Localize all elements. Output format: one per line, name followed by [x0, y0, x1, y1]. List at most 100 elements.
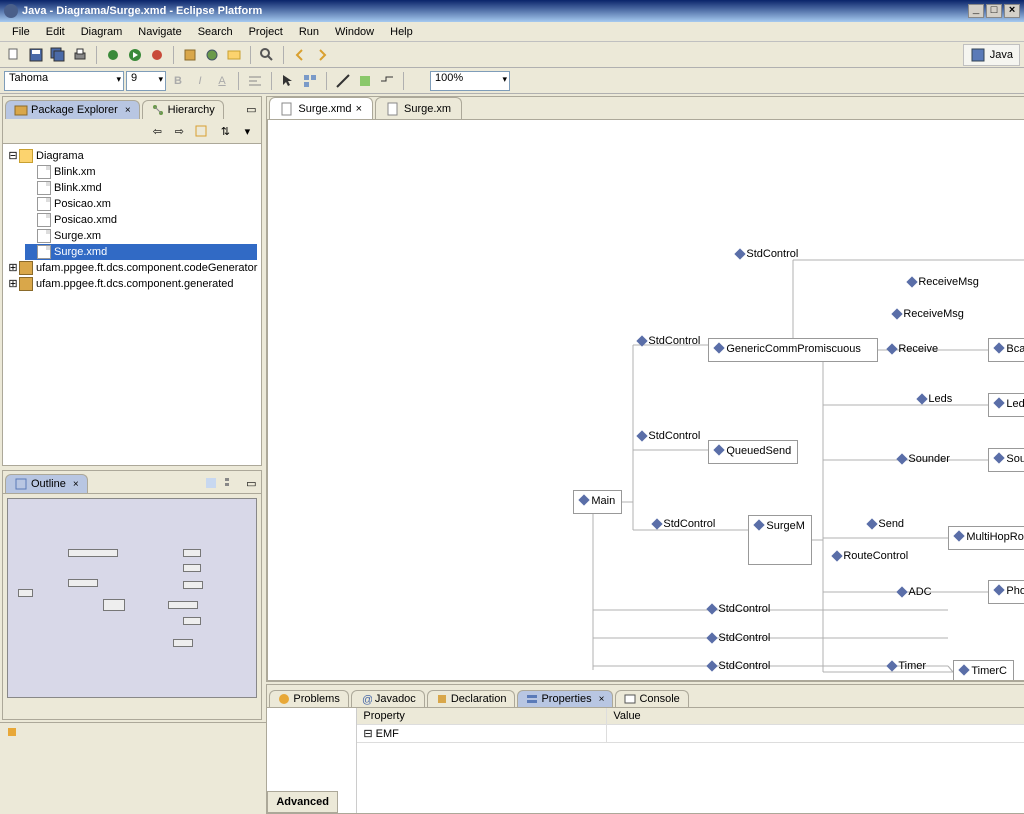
close-icon[interactable]: × — [125, 105, 131, 116]
interface-label: Sounder — [898, 453, 950, 465]
close-icon[interactable]: × — [356, 103, 362, 115]
outline-icon — [14, 477, 28, 491]
menu-diagram[interactable]: Diagram — [73, 24, 131, 40]
console-tab[interactable]: Console — [615, 690, 688, 707]
menu-window[interactable]: Window — [327, 24, 382, 40]
back-button[interactable] — [290, 45, 310, 65]
open-type-button[interactable] — [224, 45, 244, 65]
zoom-select[interactable]: 100% — [430, 71, 510, 91]
editor-tab[interactable]: Surge.xm — [375, 97, 462, 119]
minimize-button[interactable]: _ — [968, 4, 984, 18]
arrange-button[interactable] — [300, 71, 320, 91]
close-icon[interactable]: × — [599, 694, 605, 705]
menu-navigate[interactable]: Navigate — [130, 24, 189, 40]
title-bar: Java - Diagrama/Surge.xmd - Eclipse Plat… — [0, 0, 1024, 22]
menu-run[interactable]: Run — [291, 24, 327, 40]
save-button[interactable] — [26, 45, 46, 65]
file-icon — [280, 102, 294, 116]
interface-label: Timer — [888, 660, 926, 672]
tree-file[interactable]: Posicao.xm — [25, 196, 257, 212]
forward-nav-button[interactable]: ⇨ — [169, 121, 189, 141]
run-button[interactable] — [125, 45, 145, 65]
view-menu-button[interactable]: ▾ — [237, 121, 257, 141]
close-icon[interactable]: × — [73, 479, 79, 490]
outline-mode2-button[interactable] — [221, 473, 241, 493]
tree-package[interactable]: ⊞ufam.ppgee.ft.dcs.component.codeGenerat… — [7, 260, 257, 276]
problems-tab[interactable]: Problems — [269, 690, 348, 707]
property-row[interactable]: ⊟ EMF — [357, 725, 1024, 743]
menu-file[interactable]: File — [4, 24, 38, 40]
package-explorer-tab[interactable]: Package Explorer × — [5, 100, 140, 119]
diagram-node[interactable]: TimerC — [953, 660, 1014, 681]
workspace: Package Explorer × Hierarchy ▭ ⇦ ⇨ ⇅ ▾ — [0, 94, 1024, 722]
line-color-button[interactable] — [333, 71, 353, 91]
tree-file-selected[interactable]: Surge.xmd — [25, 244, 257, 260]
fontsize-select[interactable]: 9 — [126, 71, 166, 91]
router-button[interactable] — [377, 71, 397, 91]
window-title: Java - Diagrama/Surge.xmd - Eclipse Plat… — [22, 5, 262, 17]
diagram-node[interactable]: Main — [573, 490, 622, 514]
print-button[interactable] — [70, 45, 90, 65]
diagram-node[interactable]: SurgeM — [748, 515, 812, 565]
properties-tab[interactable]: Properties× — [517, 690, 613, 707]
menu-bar: File Edit Diagram Navigate Search Projec… — [0, 22, 1024, 42]
interface-label: RouteControl — [833, 550, 908, 562]
bold-button[interactable]: B — [168, 71, 188, 91]
tree-file[interactable]: Blink.xm — [25, 164, 257, 180]
forward-button[interactable] — [312, 45, 332, 65]
diagram-node[interactable]: MultiHopRouter — [948, 526, 1024, 550]
diagram-editor[interactable]: Main GenericCommPromiscuous Bcast LedsC Soun… — [267, 119, 1024, 681]
tree-file[interactable]: Blink.xmd — [25, 180, 257, 196]
fill-color-button[interactable] — [355, 71, 375, 91]
back-nav-button[interactable]: ⇦ — [147, 121, 167, 141]
menu-edit[interactable]: Edit — [38, 24, 73, 40]
declaration-tab[interactable]: Declaration — [427, 690, 516, 707]
save-all-button[interactable] — [48, 45, 68, 65]
diagram-node[interactable]: QueuedSend — [708, 440, 798, 464]
font-select[interactable]: Tahoma — [4, 71, 124, 91]
close-button[interactable]: × — [1004, 4, 1020, 18]
align-button[interactable] — [245, 71, 265, 91]
maximize-button[interactable]: □ — [986, 4, 1002, 18]
debug-button[interactable] — [103, 45, 123, 65]
menu-help[interactable]: Help — [382, 24, 421, 40]
tree-project[interactable]: ⊟Diagrama — [7, 148, 257, 164]
diagram-node[interactable]: Photo — [988, 580, 1024, 604]
editor-tab-active[interactable]: Surge.xmd × — [269, 97, 373, 119]
tree-package[interactable]: ⊞ufam.ppgee.ft.dcs.component.generated — [7, 276, 257, 292]
outline-thumbnail[interactable] — [7, 498, 257, 698]
new-button[interactable] — [4, 45, 24, 65]
perspective-java[interactable]: Java — [963, 44, 1020, 66]
link-editor-button[interactable]: ⇅ — [215, 121, 235, 141]
select-tool[interactable] — [278, 71, 298, 91]
new-package-button[interactable] — [180, 45, 200, 65]
diagram-node[interactable]: LedsC — [988, 393, 1024, 417]
diagram-node[interactable]: Bcast — [988, 338, 1024, 362]
minimize-view-button[interactable]: ▭ — [241, 473, 261, 493]
interface-label: StdControl — [638, 335, 700, 347]
advanced-tab[interactable]: Advanced — [267, 791, 338, 813]
italic-button[interactable]: I — [190, 71, 210, 91]
menu-search[interactable]: Search — [190, 24, 241, 40]
declaration-icon — [436, 693, 448, 705]
minimize-view-button[interactable]: ▭ — [241, 99, 261, 119]
ext-tools-button[interactable] — [147, 45, 167, 65]
status-icon — [6, 726, 18, 738]
diagram-canvas[interactable]: Main GenericCommPromiscuous Bcast LedsC Soun… — [268, 120, 1024, 680]
tree-file[interactable]: Posicao.xmd — [25, 212, 257, 228]
diagram-node[interactable]: Sounder — [988, 448, 1024, 472]
interface-label: Leds — [918, 393, 952, 405]
font-color-button[interactable]: A — [212, 71, 232, 91]
collapse-all-button[interactable] — [191, 121, 211, 141]
interface-label: Send — [868, 518, 904, 530]
outline-tab[interactable]: Outline × — [5, 474, 88, 493]
tree-file[interactable]: Surge.xm — [25, 228, 257, 244]
new-class-button[interactable] — [202, 45, 222, 65]
properties-icon — [526, 693, 538, 705]
search-button[interactable] — [257, 45, 277, 65]
outline-mode1-button[interactable] — [201, 473, 221, 493]
menu-project[interactable]: Project — [241, 24, 291, 40]
javadoc-tab[interactable]: @Javadoc — [351, 690, 425, 707]
hierarchy-tab[interactable]: Hierarchy — [142, 100, 224, 119]
diagram-node[interactable]: GenericCommPromiscuous — [708, 338, 878, 362]
